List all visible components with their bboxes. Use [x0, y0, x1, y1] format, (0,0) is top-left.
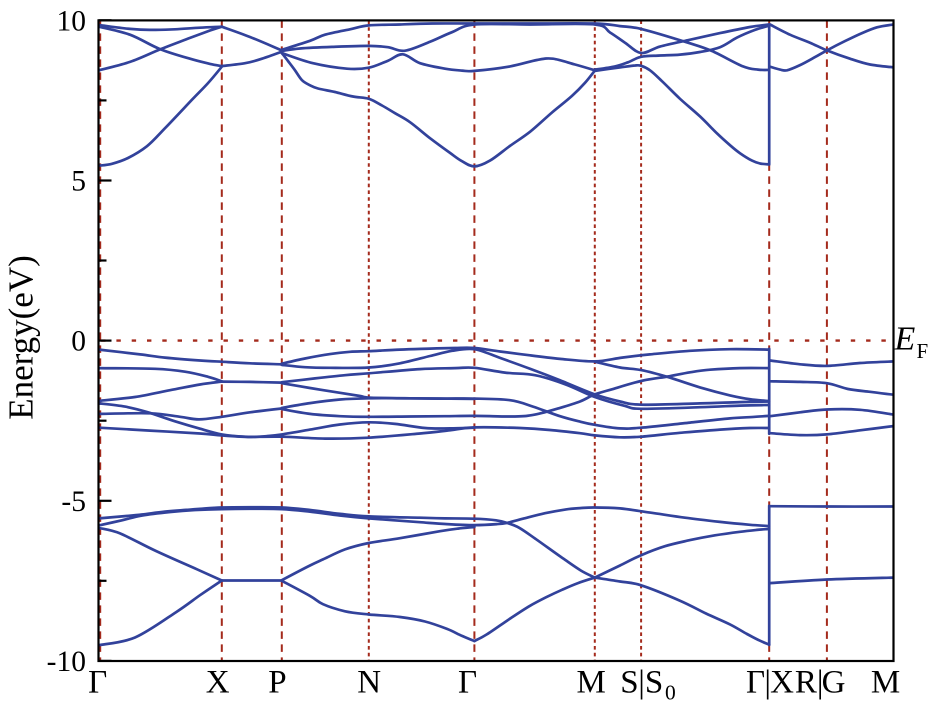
svg-text:Γ: Γ — [746, 665, 765, 701]
svg-text:M: M — [871, 665, 900, 701]
svg-text:|: | — [764, 665, 771, 701]
svg-text:Γ: Γ — [458, 665, 477, 701]
svg-text:0: 0 — [665, 681, 676, 705]
svg-text:S: S — [645, 665, 663, 701]
svg-text:-5: -5 — [61, 486, 86, 518]
svg-text:X: X — [206, 665, 230, 701]
svg-text:-10: -10 — [47, 646, 86, 678]
svg-text:10: 10 — [57, 5, 87, 37]
svg-text:F: F — [917, 339, 929, 363]
svg-text:N: N — [357, 665, 381, 701]
svg-text:G: G — [822, 665, 846, 701]
svg-text:Γ: Γ — [88, 665, 107, 701]
svg-text:Energy(eV): Energy(eV) — [2, 255, 41, 420]
svg-text:S: S — [620, 665, 638, 701]
svg-text:X: X — [770, 665, 794, 701]
svg-text:|: | — [638, 665, 645, 701]
svg-text:E: E — [894, 321, 916, 358]
svg-text:|: | — [817, 665, 824, 701]
svg-text:0: 0 — [71, 326, 86, 358]
svg-text:5: 5 — [71, 166, 86, 198]
svg-text:P: P — [268, 665, 286, 701]
svg-text:R: R — [795, 665, 817, 701]
svg-text:M: M — [577, 665, 606, 701]
